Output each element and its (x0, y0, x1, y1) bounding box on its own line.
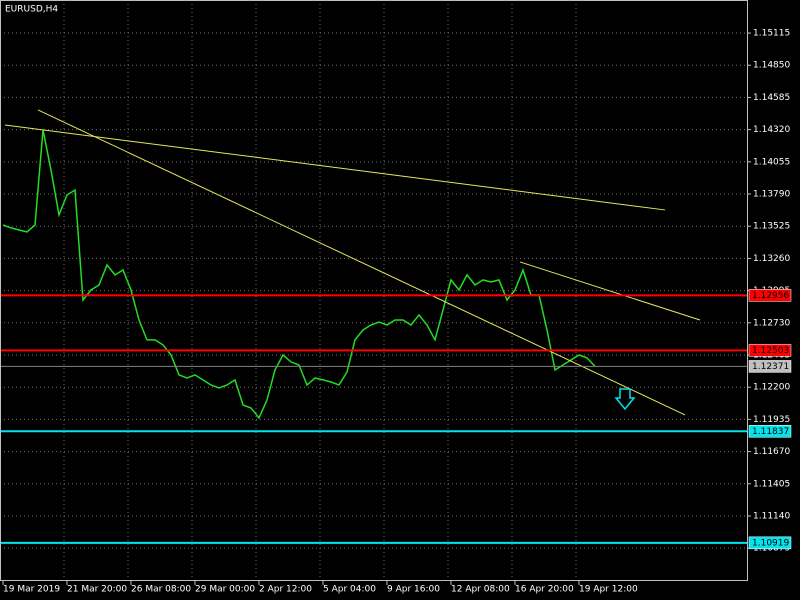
sell-arrow (614, 388, 636, 411)
x-tick-label: 12 Apr 08:00 (451, 585, 510, 595)
x-tick-label: 21 Mar 20:00 (67, 585, 127, 595)
level-label: 1.12371 (752, 362, 789, 372)
level-label: 1.10919 (752, 538, 789, 548)
x-tick-label: 2 Apr 12:00 (259, 585, 312, 595)
x-tick-label: 5 Apr 04:00 (323, 585, 376, 595)
trendline (37, 109, 686, 416)
x-tick-label: 26 Mar 08:00 (131, 585, 191, 595)
x-tick-label: 29 Mar 00:00 (195, 585, 255, 595)
trendline (519, 261, 701, 321)
level-label-box (748, 289, 792, 302)
price-line (2, 129, 596, 420)
y-tick-label: 1.14055 (753, 157, 790, 167)
x-tick-label: 19 Mar 2019 (3, 585, 60, 595)
x-tick-label: 19 Apr 12:00 (579, 585, 638, 595)
grid (0, 0, 747, 580)
x-tick-label: 16 Apr 20:00 (515, 585, 574, 595)
y-tick-label: 1.12200 (753, 383, 790, 393)
y-tick-label: 1.13525 (753, 222, 790, 232)
trendline (4, 124, 666, 211)
y-tick-label: 1.13260 (753, 254, 790, 264)
level-label: 1.11837 (752, 427, 789, 437)
chart-title: EURUSD,H4 (5, 5, 58, 15)
x-tick-label: 9 Apr 16:00 (387, 585, 440, 595)
level-label-box (748, 536, 792, 550)
y-tick-label: 1.14585 (753, 93, 790, 103)
y-tick-label: 1.12730 (753, 318, 790, 328)
level-label-box (748, 344, 792, 357)
level-label-box (748, 360, 792, 373)
level-label-box (748, 425, 792, 438)
level-label: 1.12956 (752, 291, 789, 301)
y-tick-label: 1.13790 (753, 190, 790, 200)
plot (0, 109, 747, 544)
y-tick-label: 1.11140 (753, 511, 790, 521)
y-tick-label: 1.15115 (753, 29, 790, 39)
y-tick-label: 1.11670 (753, 447, 790, 457)
y-tick-label: 1.14320 (753, 125, 790, 135)
level-label: 1.12503 (752, 346, 789, 356)
y-tick-label: 1.11405 (753, 479, 790, 489)
axes: 1.15115 1.14850 1.14585 1.14320 1.14055 1.137… (2, 29, 792, 595)
y-tick-label: 1.14850 (753, 61, 790, 71)
y-tick-label: 1.11935 (753, 415, 790, 425)
